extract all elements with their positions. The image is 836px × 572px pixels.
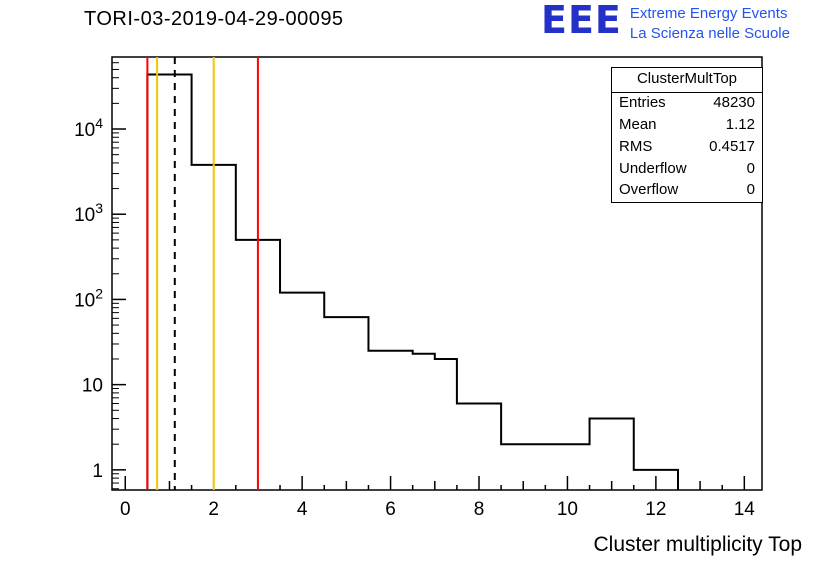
histogram-line <box>146 73 679 490</box>
eee-logo-text: Extreme Energy Events La Scienza nelle S… <box>630 2 790 45</box>
stats-row: Entries 48230 <box>612 93 762 115</box>
stats-value: 0.4517 <box>709 137 755 155</box>
y-tick-label: 103 <box>74 200 103 226</box>
stats-row: Overflow 0 <box>612 180 762 202</box>
stats-value: 48230 <box>713 94 755 112</box>
stats-value: 0 <box>746 159 755 177</box>
x-tick-label: 12 <box>645 499 666 520</box>
stats-value: 1.12 <box>725 116 755 133</box>
stats-label: RMS <box>619 137 653 155</box>
x-tick-label: 4 <box>297 499 308 520</box>
stats-title: ClusterMultTop <box>612 68 762 93</box>
y-tick-label: 102 <box>74 285 103 311</box>
y-tick-label: 104 <box>74 115 103 141</box>
logo-line1: Extreme Energy Events <box>629 5 788 22</box>
x-tick-label: 14 <box>734 499 756 520</box>
eee-logo-letters: EEE <box>541 0 622 42</box>
logo-line2: La Scienza nelle Scuole <box>629 25 790 43</box>
x-tick-label: 6 <box>385 499 396 520</box>
stats-box: ClusterMultTop Entries 48230 Mean 1.12 R… <box>611 67 763 203</box>
eee-logo: EEE Extreme Energy Events La Scienza nel… <box>541 0 790 45</box>
y-tick-label: 10 <box>82 376 103 397</box>
x-tick-label: 10 <box>557 499 578 520</box>
x-axis-title: Cluster multiplicity Top <box>593 533 802 556</box>
stats-row: Mean 1.12 <box>612 115 762 137</box>
y-tick-label: 1 <box>92 461 103 482</box>
x-tick-label: 0 <box>120 499 131 520</box>
stats-value: 0 <box>746 181 755 199</box>
x-tick-label: 8 <box>474 499 485 520</box>
stats-row: RMS 0.4517 <box>612 136 762 158</box>
plot-title: TORI-03-2019-04-29-00095 <box>84 8 344 30</box>
stats-row: Underflow 0 <box>612 158 762 180</box>
stats-label: Entries <box>619 94 666 112</box>
stats-label: Mean <box>619 116 657 133</box>
stats-label: Overflow <box>619 181 679 199</box>
x-tick-label: 2 <box>208 499 219 520</box>
stats-label: Underflow <box>619 159 687 177</box>
